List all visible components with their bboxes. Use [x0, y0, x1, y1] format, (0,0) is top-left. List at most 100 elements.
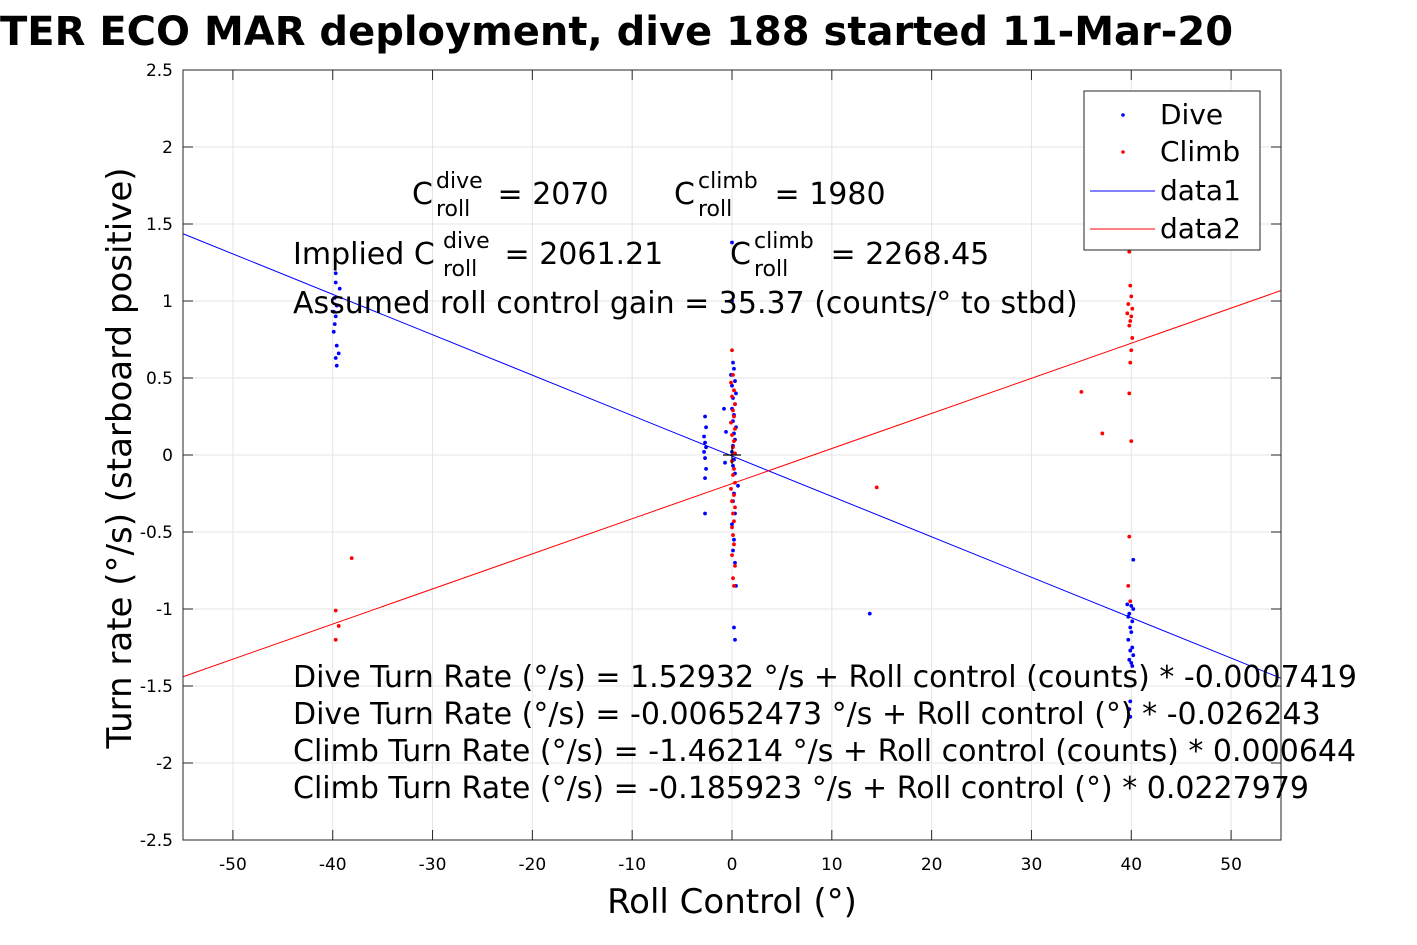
legend: Dive Climb data1 data2: [1083, 90, 1261, 251]
x-tick-label: 10: [821, 855, 843, 875]
dive-point: [702, 450, 706, 454]
x-tick-label: -30: [419, 855, 447, 875]
dive-point: [730, 383, 734, 388]
dive-point: [730, 299, 734, 303]
legend-data2-label: data2: [1160, 212, 1241, 245]
climb-point: [732, 414, 736, 419]
climb-point: [336, 624, 341, 628]
implied-dive-annotation: Implied C dive roll = 2061.21: [293, 229, 663, 282]
equation-dive-counts: Dive Turn Rate (°/s) = 1.52932 °/s + Rol…: [293, 660, 1357, 695]
dive-point: [703, 456, 707, 460]
dive-point: [731, 463, 735, 468]
legend-climb-marker: [1121, 150, 1125, 154]
climb-point: [1127, 534, 1132, 539]
climb-point: [732, 584, 736, 588]
dive-point: [736, 483, 740, 488]
climb-point: [1079, 389, 1084, 394]
climb-point: [333, 608, 338, 613]
dive-point: [703, 414, 707, 419]
y-tick-label: -1.5: [140, 677, 173, 697]
climb-point: [732, 542, 736, 547]
c-dive-sub: roll: [436, 197, 470, 222]
dive-point: [333, 280, 338, 285]
climb-point: [1127, 323, 1132, 328]
dive-point: [702, 434, 706, 439]
c-climb-sub: roll: [698, 197, 732, 222]
climb-point: [1129, 294, 1134, 299]
climb-point: [1129, 348, 1134, 353]
climb-point: [729, 486, 733, 491]
climb-point: [730, 553, 734, 557]
dive-point: [1129, 604, 1134, 608]
dive-point: [1128, 625, 1133, 630]
y-tick-label: -2: [156, 754, 173, 774]
dive-point: [733, 637, 737, 642]
dive-point: [332, 322, 337, 326]
x-tick-label: -50: [219, 855, 247, 875]
x-tick-label: 30: [1021, 855, 1043, 875]
chart-title: TER ECO MAR deployment, dive 188 started…: [0, 9, 1233, 55]
dive-point: [704, 466, 708, 471]
dive-point: [1128, 699, 1133, 704]
climb-point: [733, 505, 737, 510]
climb-point: [731, 576, 735, 581]
axis-ticks: -50 -40 -30 -20 -10 0 10 20 30 40 50 2.5 2 1.5 1 0.5 0 -0…: [140, 61, 1281, 875]
dive-point: [731, 548, 735, 553]
climb-point: [730, 348, 734, 353]
dive-point: [1129, 630, 1134, 634]
climb-point: [729, 420, 733, 425]
dive-point: [1128, 648, 1133, 653]
implied-climb-sub: roll: [754, 257, 788, 282]
x-tick-label: 40: [1120, 855, 1142, 875]
dive-point: [733, 379, 737, 383]
equation-climb-degrees: Climb Turn Rate (°/s) = -0.185923 °/s + …: [293, 771, 1309, 806]
x-tick-label: -20: [518, 855, 546, 875]
dive-point: [334, 363, 339, 368]
dive-point: [724, 430, 728, 434]
climb-point: [733, 426, 737, 431]
climb-point: [1125, 311, 1130, 316]
x-axis-label: Roll Control (°): [607, 882, 857, 922]
climb-point: [732, 388, 736, 393]
dive-point: [333, 356, 338, 360]
climb-point: [1129, 314, 1134, 319]
y-tick-label: 2.5: [146, 61, 173, 81]
dive-point: [730, 240, 734, 245]
implied-dive-sup: dive: [443, 229, 490, 254]
y-tick-label: 1: [162, 292, 173, 312]
climb-point: [874, 485, 879, 490]
climb-point: [1128, 319, 1133, 323]
climb-point: [733, 402, 737, 407]
origin-marker: [723, 446, 741, 464]
legend-box: [1083, 90, 1261, 251]
y-tick-label: 2: [162, 138, 173, 158]
dive-point: [333, 314, 338, 319]
dive-point: [1128, 714, 1133, 719]
dive-point: [723, 460, 727, 465]
dive-point: [1131, 653, 1136, 658]
x-tick-label: 50: [1220, 855, 1242, 875]
climb-point: [732, 519, 736, 524]
c-dive-val: = 2070: [488, 177, 609, 212]
dive-point: [703, 511, 707, 516]
climb-point: [1126, 584, 1131, 588]
dive-point: [1130, 664, 1135, 668]
c-dive-base: C: [412, 177, 433, 212]
dive-point: [732, 625, 736, 630]
climb-point: [1127, 391, 1132, 396]
dive-point: [336, 351, 341, 356]
climb-point: [1130, 306, 1135, 311]
climb-point: [732, 466, 736, 471]
climb-point: [730, 525, 734, 530]
x-tick-label: -40: [319, 855, 347, 875]
dive-point: [332, 296, 337, 300]
y-axis-label: Turn rate (°/s) (starboard positive): [100, 167, 140, 749]
dive-point: [1125, 602, 1130, 607]
climb-point: [733, 563, 737, 568]
dive-point: [1131, 557, 1136, 562]
dive-point: [331, 329, 336, 334]
dive-point: [333, 271, 338, 276]
dive-point: [732, 366, 736, 371]
